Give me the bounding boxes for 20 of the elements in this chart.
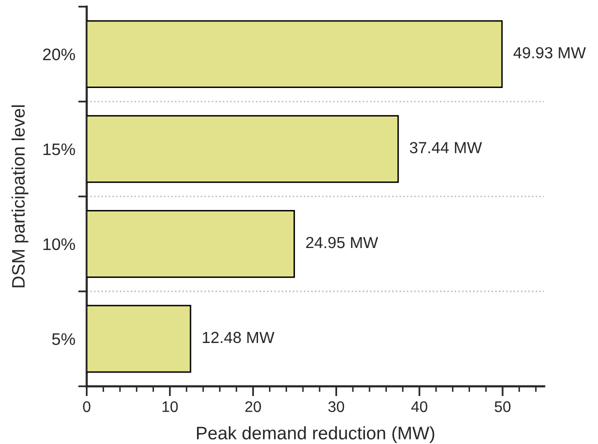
x-tick-label: 20	[245, 401, 261, 412]
data-label: 12.48 MW	[202, 332, 274, 344]
bar	[86, 115, 399, 183]
y-tick-label: 15%	[44, 143, 76, 156]
x-axis-title: Peak demand reduction (MW)	[197, 426, 434, 444]
y-tick-label: 10%	[44, 238, 76, 250]
y-tick-label: 5%	[52, 333, 76, 346]
x-tick-label: 30	[328, 401, 344, 412]
data-label: 37.44 MW	[410, 142, 482, 154]
x-tick-label: 10	[162, 401, 178, 412]
y-axis-title: DSM participation level	[12, 105, 28, 288]
bar	[86, 304, 192, 373]
x-tick-label: 40	[411, 401, 428, 412]
data-label: 24.95 MW	[306, 236, 378, 248]
x-tick-label: 50	[494, 401, 510, 412]
bar	[86, 210, 295, 278]
x-tick-label: 0	[83, 401, 90, 412]
data-label: 49.93 MW	[513, 47, 586, 58]
bar	[86, 20, 503, 88]
y-tick-label: 20%	[43, 48, 76, 60]
